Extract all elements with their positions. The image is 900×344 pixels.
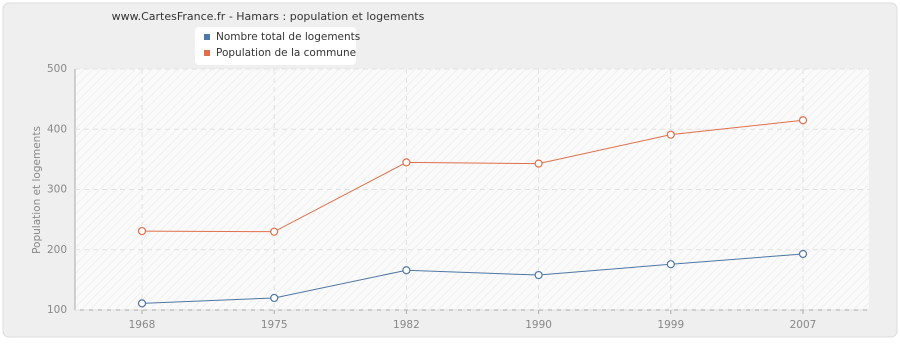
series-line — [141, 253, 804, 304]
y-tick-label: 200 — [47, 244, 67, 256]
legend-label: Nombre total de logements — [216, 31, 360, 43]
x-tick-label: 1999 — [657, 319, 684, 331]
y-tick-label: 100 — [47, 304, 67, 316]
y-tick-label: 500 — [47, 63, 67, 75]
y-tick-label: 300 — [47, 184, 67, 196]
x-tick-label: 1990 — [525, 319, 552, 331]
legend — [195, 27, 356, 65]
x-tick-label: 2007 — [790, 319, 817, 331]
x-tick-label: 1982 — [393, 319, 420, 331]
series-line — [141, 119, 804, 233]
point — [137, 226, 147, 236]
point — [402, 266, 411, 275]
y-tick-label: 400 — [47, 123, 67, 135]
y-axis-label: Population et logements — [31, 126, 43, 254]
point — [798, 249, 808, 259]
legend-label: Population de la commune — [216, 47, 356, 59]
legend-swatch — [204, 50, 210, 56]
x-tick-label: 1968 — [129, 319, 156, 331]
x-tick-label: 1975 — [261, 319, 288, 331]
point — [270, 293, 279, 303]
point — [666, 130, 675, 139]
point — [402, 158, 411, 167]
point — [666, 260, 675, 269]
point — [270, 227, 279, 236]
chart-title: www.CartesFrance.fr - Hamars : populatio… — [112, 10, 425, 23]
point — [534, 159, 543, 168]
point — [534, 270, 543, 280]
point — [798, 116, 808, 125]
legend-swatch — [204, 34, 210, 40]
point — [137, 299, 147, 308]
